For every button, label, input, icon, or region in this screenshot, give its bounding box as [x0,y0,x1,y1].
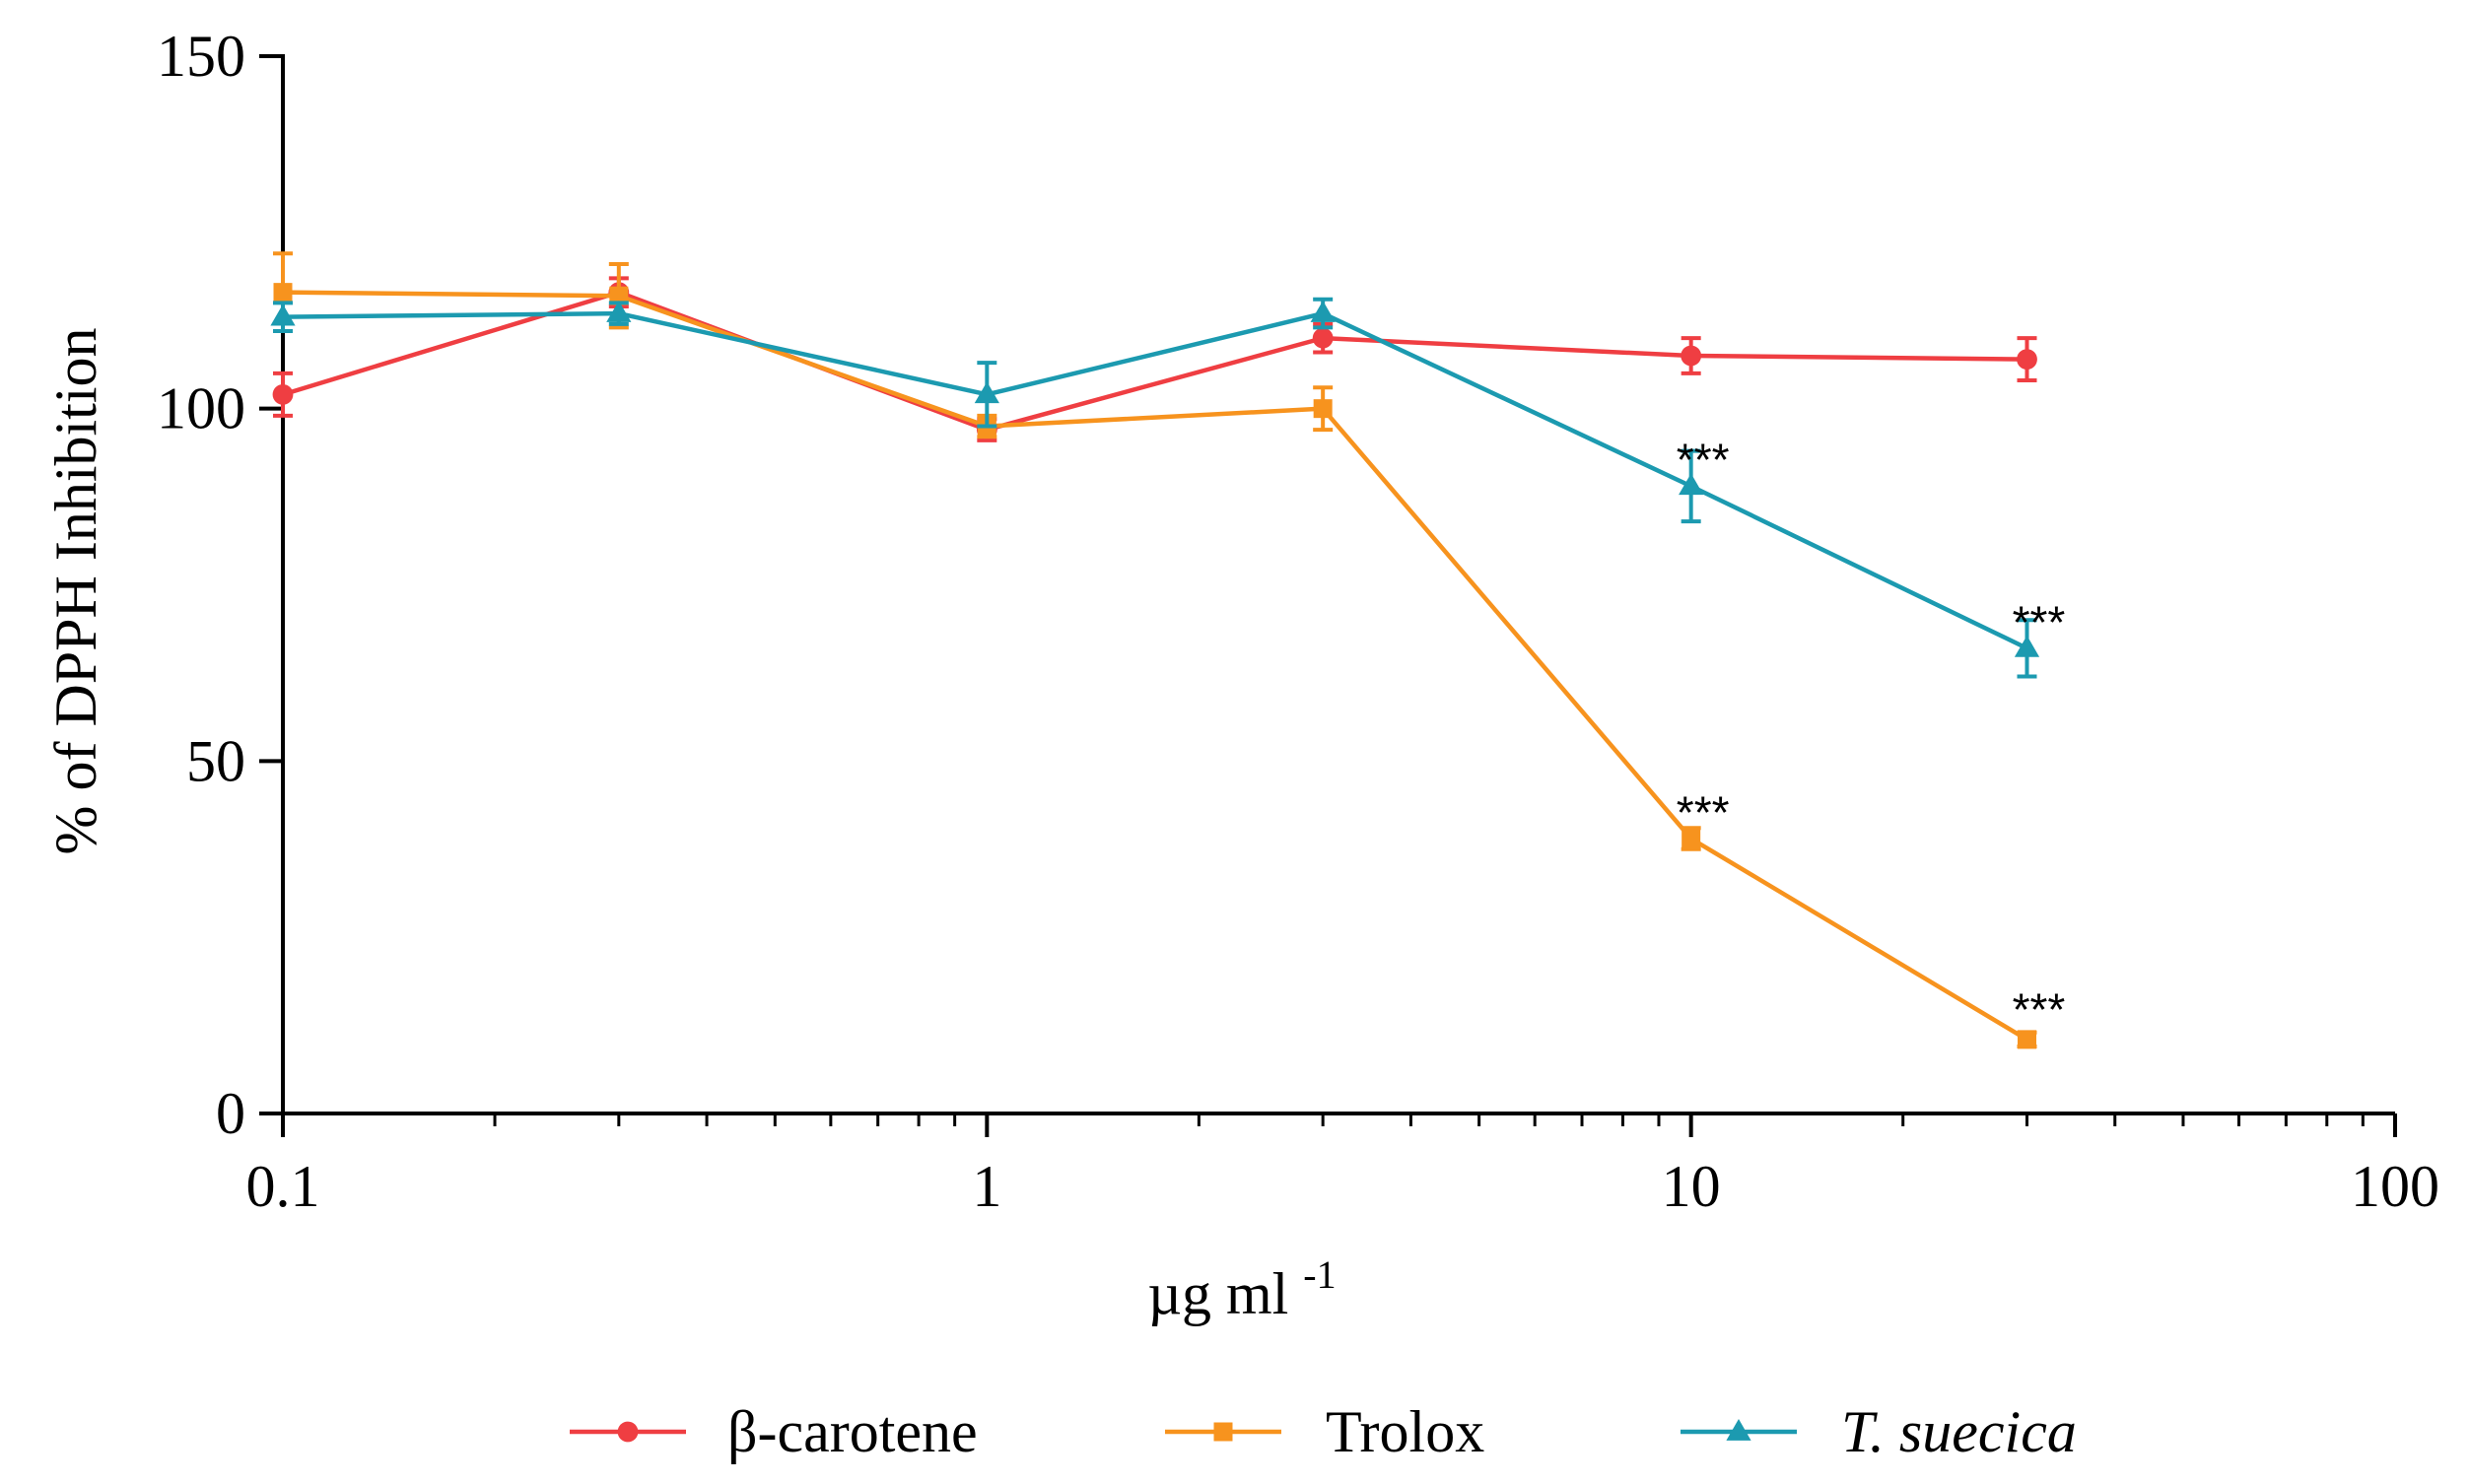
legend-label: β-carotene [727,1399,978,1464]
y-axis-title: % of DPPH Inhibition [43,327,108,854]
legend-marker [617,1421,639,1443]
data-point [272,383,294,405]
x-axis-title: µg ml -1 [1147,1252,1336,1326]
legend-item-1: Trolox [1165,1399,1484,1464]
legend-marker [1213,1422,1233,1442]
y-tick-label: 0 [216,1081,245,1146]
legend-item-0: β-carotene [570,1399,978,1464]
data-point [1681,345,1702,367]
x-axis-title-main: µg ml [1147,1261,1288,1326]
significance-label: *** [1677,786,1730,838]
series-line [282,290,2028,1042]
y-tick-label: 50 [186,728,245,793]
legend-item-2: T. suecica [1681,1399,2077,1464]
data-point [273,283,293,303]
y-tick-label: 100 [157,376,245,441]
x-axis-title-superscript: -1 [1303,1252,1336,1297]
axis-ticks: 0 50 100 150 0.1 1 10 100 [157,24,2439,1219]
data-point [1313,399,1333,419]
series-2 [270,297,2040,679]
significance-label: *** [2013,984,2066,1036]
legend-marker [1726,1418,1751,1441]
data-point [1312,327,1334,349]
series-line [282,310,2028,650]
x-tick-label: 0.1 [246,1154,320,1219]
series-1 [273,251,2037,1049]
y-tick-label: 150 [157,24,245,89]
series-group [270,251,2040,1049]
data-point [1310,301,1336,322]
data-point [2017,1030,2036,1049]
significance-label: *** [2013,596,2066,647]
legend-label: Trolox [1326,1399,1484,1464]
x-tick-label: 100 [2351,1154,2439,1219]
legend-label: T. suecica [1841,1399,2077,1464]
significance-label: *** [1677,435,1730,486]
axes [281,54,2395,1115]
data-point [2014,635,2040,657]
legend: β-carotene Trolox T. suecica [570,1399,2077,1464]
data-point [609,286,629,305]
series-line [282,290,2027,433]
data-point [1679,473,1704,496]
data-point [1682,829,1701,848]
data-point [2017,349,2037,370]
annotations: *** *** *** *** [1677,435,2066,1036]
x-tick-label: 10 [1662,1154,1721,1219]
data-point [606,301,632,322]
x-tick-label: 1 [972,1154,1001,1219]
data-point [270,304,296,326]
data-point [974,381,999,404]
